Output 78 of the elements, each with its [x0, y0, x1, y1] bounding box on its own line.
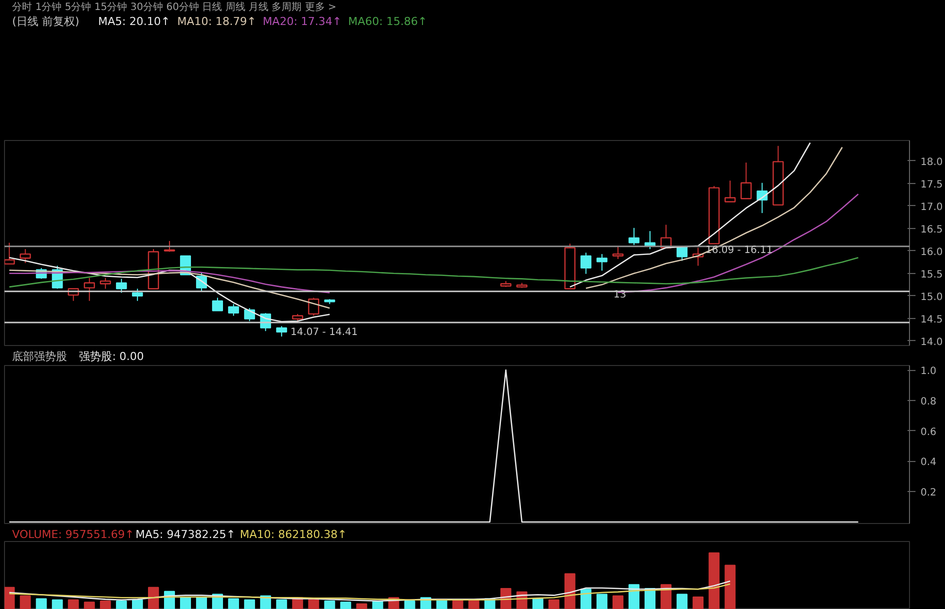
chart-title: 底部强势股 — [12, 350, 68, 363]
y-tick-label: 16.0 — [920, 246, 943, 258]
bar — [276, 599, 288, 609]
y-tick-label: 0.8 — [920, 396, 936, 408]
bar — [340, 602, 352, 609]
bar — [20, 595, 31, 609]
text: MA5: 947382.25↑ — [136, 528, 236, 541]
bar — [660, 584, 672, 609]
text: MA5: 20.10↑ — [98, 15, 170, 28]
candlestick — [84, 277, 95, 302]
annotation: 14.07 - 14.41 — [290, 327, 358, 338]
y-tick-label: 0.4 — [920, 457, 936, 468]
bar — [548, 599, 560, 609]
bar — [180, 596, 191, 609]
bar — [564, 573, 576, 609]
candlestick — [308, 297, 320, 316]
candlestick — [116, 278, 127, 294]
chart-title: (日线 前复权) — [12, 15, 80, 28]
candlestick — [612, 245, 624, 260]
y-tick-label: 17.0 — [920, 202, 943, 213]
bar — [676, 594, 688, 609]
bar — [68, 599, 79, 609]
candlestick — [580, 252, 592, 274]
y-tick-label: 14.5 — [920, 314, 943, 326]
y-tick-label: 1.0 — [920, 366, 936, 378]
bar — [36, 598, 47, 609]
annotation: 16.09 - 16.11 — [706, 245, 773, 256]
bar — [532, 598, 544, 609]
bar — [4, 586, 15, 609]
bar — [724, 564, 736, 609]
bar — [356, 603, 368, 609]
text: VOLUME: 957551.69↑ — [12, 528, 134, 541]
bar — [196, 597, 207, 609]
candlestick — [276, 326, 288, 337]
bar — [116, 600, 127, 609]
text: MA20: 17.34↑ — [262, 15, 342, 28]
bar — [132, 599, 143, 609]
candlestick — [100, 277, 111, 290]
bar — [84, 602, 95, 609]
line-series — [8, 256, 859, 288]
candlestick — [132, 288, 143, 302]
bar — [244, 599, 256, 609]
candlestick — [164, 240, 176, 252]
bar — [580, 588, 592, 609]
candlestick — [228, 304, 240, 316]
y-tick-label: 0.6 — [920, 426, 936, 438]
candlestick — [4, 242, 15, 265]
bar — [692, 596, 704, 609]
candlestick — [740, 162, 752, 200]
y-tick-label: 14.0 — [920, 336, 943, 348]
bar — [260, 595, 272, 609]
text: 分时 1分钟 5分钟 15分钟 30分钟 60分钟 日线 周线 月线 多周期 更多 > — [12, 1, 336, 13]
candlestick — [20, 248, 31, 264]
text: MA10: 862180.38↑ — [240, 528, 347, 541]
y-tick-label: 0.2 — [920, 488, 936, 499]
y-tick-label: 18.0 — [920, 156, 943, 168]
candlestick — [724, 180, 736, 202]
candlestick — [596, 254, 608, 272]
bar — [52, 599, 63, 609]
bar — [372, 600, 384, 609]
text: MA10: 18.79↑ — [177, 15, 256, 28]
bar — [308, 598, 320, 609]
bar — [708, 552, 720, 609]
y-tick-label: 15.5 — [920, 269, 943, 280]
y-tick-label: 15.0 — [920, 292, 943, 303]
candlestick — [212, 297, 223, 312]
text: MA60: 15.86↑ — [348, 15, 428, 28]
bar — [148, 586, 159, 609]
candlestick — [628, 227, 640, 246]
bar — [612, 595, 624, 609]
bar — [404, 600, 416, 609]
bar — [100, 600, 111, 609]
y-tick-label: 16.5 — [920, 224, 943, 236]
y-tick-label: 17.5 — [920, 179, 943, 190]
text: 强势股: 0.00 — [79, 350, 144, 363]
bar — [228, 598, 240, 609]
bar — [324, 600, 336, 609]
bar — [596, 594, 608, 609]
